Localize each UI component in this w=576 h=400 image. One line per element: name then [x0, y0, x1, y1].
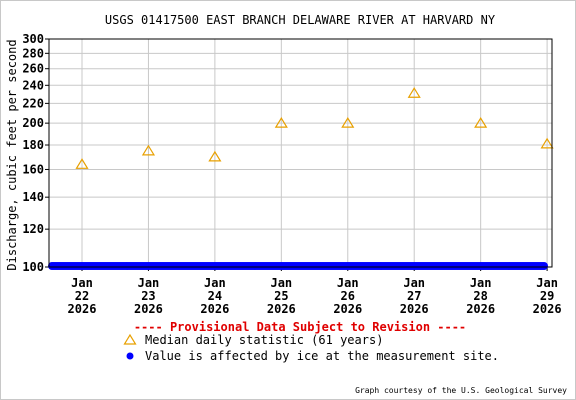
x-tick-month: Jan — [470, 276, 492, 290]
y-tick-label: 280 — [22, 46, 44, 60]
chart-title: USGS 01417500 EAST BRANCH DELAWARE RIVER… — [105, 13, 496, 27]
x-tick-date: 26 — [341, 289, 355, 303]
x-tick-month: Jan — [403, 276, 425, 290]
x-tick-year: 2026 — [333, 302, 362, 316]
x-tick-year: 2026 — [533, 302, 562, 316]
median-point — [141, 144, 156, 156]
median-point — [75, 158, 89, 169]
median-point — [474, 116, 488, 128]
grid — [45, 38, 552, 271]
x-tick-month: Jan — [337, 276, 359, 290]
y-tick-label: 140 — [22, 190, 44, 204]
plot-border — [48, 38, 553, 268]
ice-point — [540, 262, 548, 270]
x-tick-year: 2026 — [267, 302, 296, 316]
y-tick-label: 180 — [22, 138, 44, 152]
x-tick-date: 29 — [540, 289, 554, 303]
legend-ice-marker — [126, 352, 134, 360]
y-tick-label: 200 — [22, 116, 44, 130]
usgs-credit: Graph courtesy of the U.S. Geological Su… — [355, 386, 567, 395]
y-tick-label: 240 — [22, 78, 44, 92]
y-tick-label: 100 — [22, 260, 44, 274]
x-tick-date: 22 — [75, 289, 89, 303]
median-daily-series — [75, 87, 554, 169]
x-tick-month: Jan — [204, 276, 226, 290]
ice-affected-series — [48, 262, 548, 270]
x-tick-month: Jan — [536, 276, 558, 290]
x-tick-month: Jan — [270, 276, 292, 290]
median-point — [407, 87, 421, 98]
x-tick-date: 25 — [274, 289, 288, 303]
x-tick-year: 2026 — [200, 302, 229, 316]
x-tick-year: 2026 — [466, 302, 495, 316]
legend-triangle-marker — [123, 333, 137, 345]
provisional-note: ---- Provisional Data Subject to Revisio… — [134, 320, 466, 334]
x-tick-year: 2026 — [134, 302, 163, 316]
x-tick-date: 24 — [208, 289, 222, 303]
x-tick-month: Jan — [138, 276, 160, 290]
x-tick-labels: Jan222026Jan232026Jan242026Jan252026Jan2… — [68, 276, 562, 316]
median-point — [341, 116, 355, 128]
median-point — [208, 150, 222, 162]
y-tick-label: 300 — [22, 32, 44, 46]
x-tick-date: 23 — [141, 289, 155, 303]
median-point — [540, 137, 554, 149]
y-tick-label: 120 — [22, 222, 44, 236]
y-axis-label: Discharge, cubic feet per second — [5, 39, 19, 270]
y-tick-label: 260 — [22, 62, 44, 76]
x-tick-year: 2026 — [400, 302, 429, 316]
legend-median-label: Median daily statistic (61 years) — [145, 333, 383, 347]
legend-ice-label: Value is affected by ice at the measurem… — [145, 349, 499, 363]
x-tick-date: 27 — [407, 289, 421, 303]
x-tick-year: 2026 — [68, 302, 97, 316]
x-tick-date: 28 — [473, 289, 487, 303]
x-tick-month: Jan — [71, 276, 93, 290]
median-point — [274, 116, 288, 128]
y-tick-label: 160 — [22, 162, 44, 176]
y-tick-label: 220 — [22, 96, 44, 110]
